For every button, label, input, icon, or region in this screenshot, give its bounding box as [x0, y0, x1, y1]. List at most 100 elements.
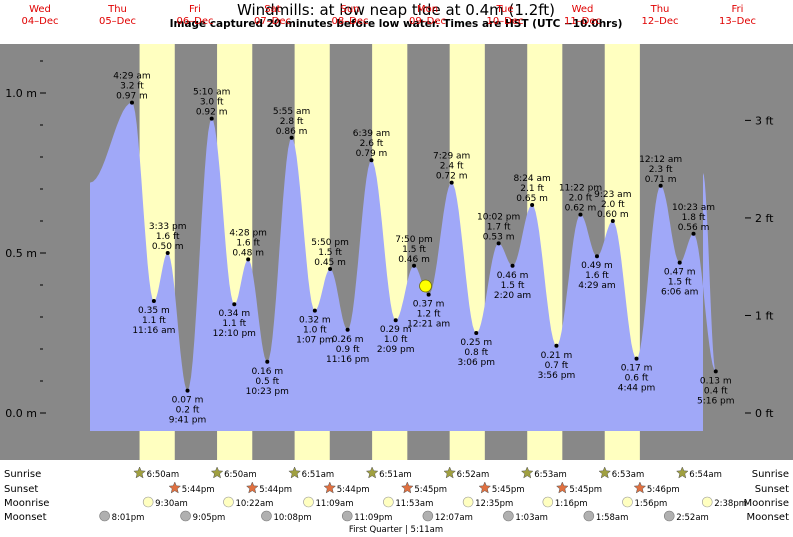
- moonset-time-label: 1:03am: [515, 513, 548, 523]
- day-name-label: Fri: [732, 4, 744, 15]
- tide-feet-label: 0.8 ft: [464, 348, 488, 358]
- moonset-time-label: 1:58am: [596, 513, 629, 523]
- tide-meter-label: 0.48 m: [232, 248, 264, 258]
- tide-meter-label: 0.71 m: [645, 175, 677, 185]
- tide-time-label: 3:06 pm: [457, 358, 495, 368]
- moonset-time-label: 11:09pm: [354, 513, 392, 523]
- tide-point: [289, 135, 294, 140]
- tide-point: [691, 231, 696, 236]
- tide-point: [426, 292, 431, 297]
- day-date-label: 05–Dec: [99, 16, 136, 27]
- tide-point: [412, 263, 417, 268]
- tide-meter-label: 0.97 m: [116, 92, 148, 102]
- tide-point: [474, 331, 479, 335]
- sunrise-time-label: 6:51am: [379, 470, 412, 480]
- sunset-icon: [323, 481, 337, 494]
- tide-point: [246, 257, 251, 262]
- day-name-label: Wed: [572, 4, 594, 15]
- tide-meter-label: 0.47 m: [664, 268, 696, 278]
- moonrise-time-label: 1:56pm: [634, 499, 667, 509]
- tide-time-label: 4:44 pm: [618, 384, 656, 394]
- moonset-time-label: 2:52am: [676, 513, 709, 523]
- tide-meter-label: 0.21 m: [541, 351, 573, 361]
- tide-point: [129, 100, 134, 105]
- day-date-label: 08–Dec: [331, 16, 368, 27]
- tide-time-label: 11:22 pm: [559, 184, 602, 194]
- tide-feet-label: 2.8 ft: [280, 117, 304, 127]
- sunset-time-label: 5:46pm: [647, 485, 680, 495]
- tide-feet-label: 1.5 ft: [668, 278, 692, 288]
- tide-time-label: 4:29 am: [578, 281, 615, 291]
- chart-title: Windmills: at low neap tide at 0.4m (1.2…: [237, 1, 555, 19]
- tide-time-label: 2:20 am: [494, 291, 531, 301]
- moonrise-icon: [462, 496, 474, 508]
- y-right-tick-label: 1 ft: [755, 309, 774, 322]
- sunrise-icon: [520, 466, 534, 479]
- tide-meter-label: 0.49 m: [581, 261, 613, 271]
- day-date-label: 10–Dec: [486, 16, 523, 27]
- tide-point: [530, 203, 535, 207]
- tide-time-label: 11:16 am: [132, 326, 175, 336]
- sunset-time-label: 5:44pm: [259, 485, 292, 495]
- tide-feet-label: 1.1 ft: [142, 316, 166, 326]
- tide-time-label: 12:10 pm: [213, 329, 256, 339]
- tide-time-label: 12:12 am: [639, 155, 682, 165]
- tide-feet-label: 1.5 ft: [318, 248, 342, 258]
- moonset-icon: [261, 510, 272, 522]
- tide-feet-label: 3.0 ft: [200, 98, 224, 108]
- tide-time-label: 1:07 pm: [296, 336, 334, 346]
- day-date-label: 12–Dec: [641, 16, 678, 27]
- tide-feet-label: 2.1 ft: [520, 184, 544, 194]
- sunset-time-label: 5:45pm: [492, 485, 525, 495]
- day-name-label: Sat: [264, 4, 280, 15]
- tide-point: [232, 302, 237, 307]
- tide-feet-label: 1.2 ft: [417, 310, 441, 320]
- tide-meter-label: 0.35 m: [138, 306, 170, 316]
- tide-time-label: 2:09 pm: [377, 345, 415, 355]
- tide-meter-label: 0.56 m: [678, 223, 710, 233]
- tide-point: [265, 359, 270, 364]
- sunset-icon: [245, 481, 259, 494]
- tide-point: [151, 299, 156, 303]
- tide-time-label: 10:23 pm: [246, 387, 289, 397]
- tide-point: [578, 212, 583, 217]
- moonrise-time-label: 10:22am: [235, 499, 273, 509]
- tide-point: [345, 327, 350, 332]
- moonrise-row-label-left: Moonrise: [4, 498, 49, 509]
- tide-meter-label: 0.86 m: [276, 127, 308, 137]
- tide-feet-label: 2.6 ft: [360, 139, 384, 149]
- moonset-row-label-right: Moonset: [747, 512, 790, 523]
- moonrise-icon: [701, 496, 713, 508]
- moonset-icon: [341, 510, 353, 522]
- astro-events: Sunrise Sunrise Sunset Sunset Moonrise Moonri…: [4, 466, 790, 523]
- moonrise-icon: [622, 496, 633, 508]
- y-left-tick-label: 1.0 m: [5, 87, 37, 100]
- day-date-label: 04–Dec: [21, 16, 58, 27]
- y-left-tick-label: 0.5 m: [5, 247, 37, 260]
- moonrise-time-label: 12:35pm: [475, 499, 513, 509]
- sunrise-time-label: 6:54am: [689, 470, 722, 480]
- moonrise-icon: [383, 496, 394, 508]
- day-name-label: Sun: [340, 4, 359, 15]
- tide-time-label: 7:29 am: [433, 152, 470, 162]
- tide-feet-label: 1.5 ft: [402, 245, 426, 255]
- tide-feet-label: 1.6 ft: [156, 232, 180, 242]
- tide-time-label: 6:39 am: [353, 129, 390, 139]
- tide-point: [449, 180, 454, 185]
- tide-meter-label: 0.26 m: [332, 335, 364, 345]
- day-name-label: Wed: [29, 4, 51, 15]
- sunrise-icon: [443, 466, 457, 479]
- tide-feet-label: 0.9 ft: [336, 345, 360, 355]
- day-labels: Wed04–DecThu05–DecFri06–DecSat07–DecSun0…: [21, 4, 756, 27]
- sunset-icon: [633, 481, 647, 494]
- day-name-label: Mon: [417, 4, 438, 15]
- tide-point: [328, 267, 333, 271]
- tide-meter-label: 0.72 m: [436, 172, 468, 182]
- tide-time-label: 3:33 pm: [149, 222, 187, 232]
- sunset-row-label-left: Sunset: [4, 484, 38, 495]
- tide-meter-label: 0.46 m: [497, 271, 529, 281]
- sunrise-icon: [210, 466, 224, 479]
- tide-feet-label: 2.3 ft: [649, 165, 673, 175]
- tide-feet-label: 2.4 ft: [440, 162, 464, 172]
- tide-feet-label: 2.0 ft: [601, 200, 625, 210]
